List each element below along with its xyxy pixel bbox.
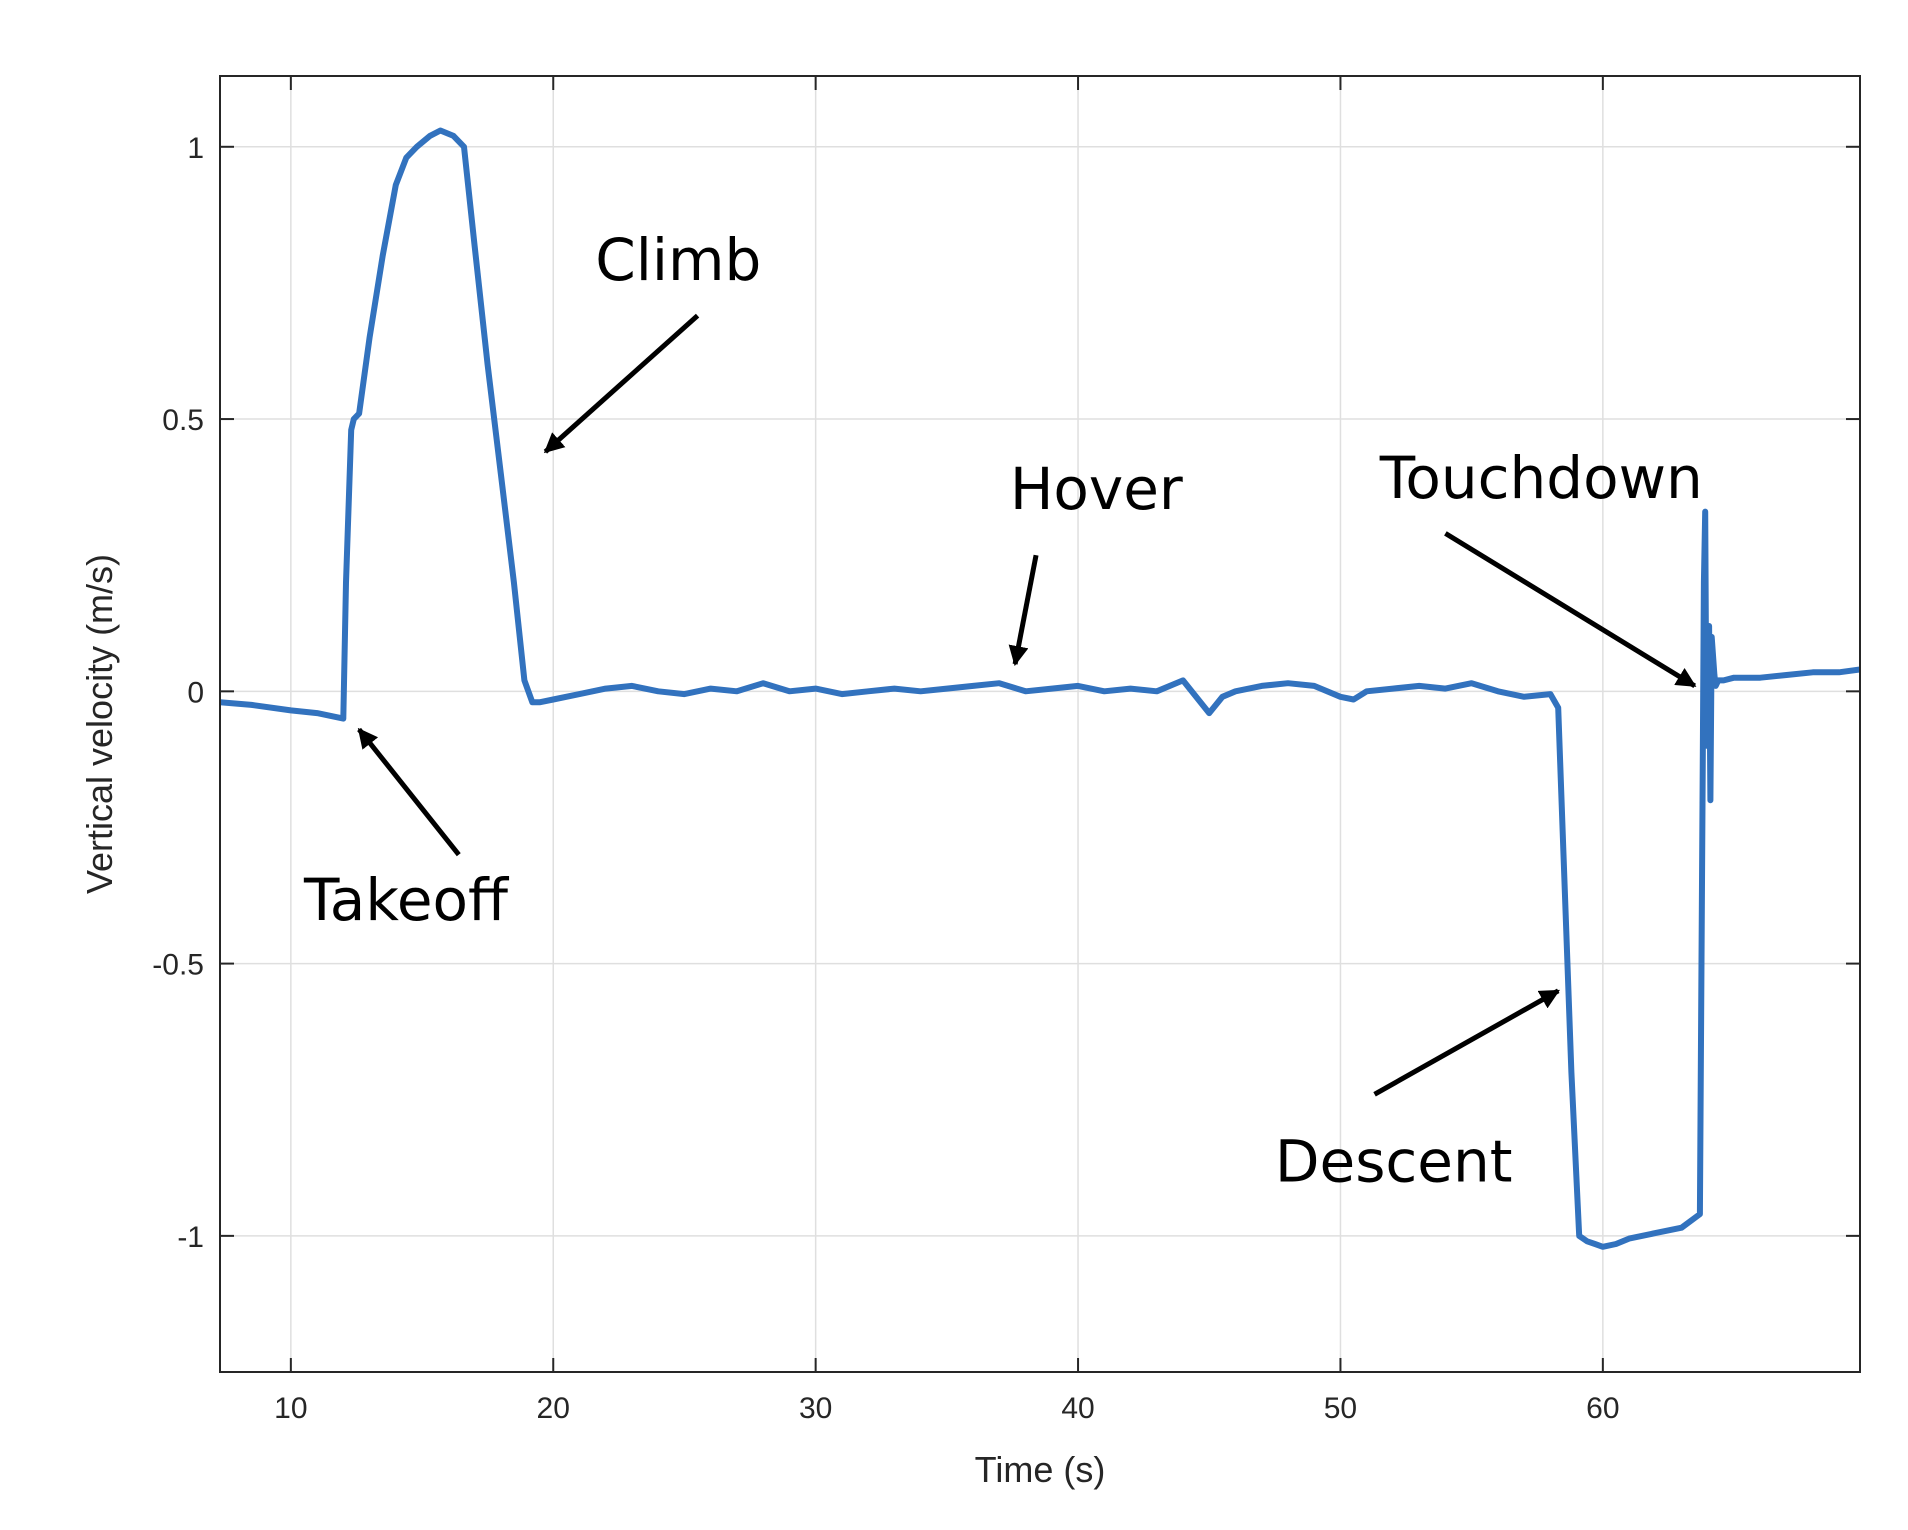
x-tick-label: 30 (799, 1392, 832, 1425)
annotation-arrow-touchdown (1444, 531, 1697, 689)
grid-lines (220, 76, 1860, 1372)
y-tick-label: -0.5 (152, 949, 204, 982)
y-tick-label: 0.5 (162, 404, 204, 437)
annotation-arrow-descent (1373, 988, 1560, 1097)
plot-frame (219, 75, 1861, 1373)
annotation-touchdown: Touchdown (1379, 444, 1703, 512)
series-layer (220, 127, 1860, 1250)
x-tick-label: 40 (1061, 1392, 1094, 1425)
annotation-takeoff: Takeoff (303, 866, 510, 934)
x-tick-label: 60 (1586, 1392, 1619, 1425)
x-axis-label: Time (s) (975, 1449, 1106, 1490)
y-tick-labels: 1 0.5 0 -0.5 -1 (152, 132, 204, 1254)
y-tick-label: -1 (177, 1221, 204, 1254)
annotation-arrow-climb (543, 313, 700, 454)
annotation-climb: Climb (595, 226, 761, 294)
x-tick-label: 20 (537, 1392, 570, 1425)
y-tick-label: 0 (187, 676, 204, 709)
annotation-arrow-hover (1008, 554, 1039, 667)
tick-marks (220, 76, 1860, 1372)
annotation-descent: Descent (1275, 1127, 1513, 1195)
x-tick-labels: 10 20 30 40 50 60 (274, 1392, 1619, 1425)
annotation-hover: Hover (1010, 455, 1183, 523)
x-tick-label: 50 (1324, 1392, 1357, 1425)
y-axis-label: Vertical velocity (m/s) (79, 554, 120, 894)
velocity-series-line (220, 127, 1860, 1250)
x-tick-label: 10 (274, 1392, 307, 1425)
annotation-arrow-takeoff (357, 727, 461, 857)
annotations: Climb Hover Touchdown Takeoff Descent (303, 226, 1703, 1195)
y-tick-label: 1 (187, 132, 204, 165)
